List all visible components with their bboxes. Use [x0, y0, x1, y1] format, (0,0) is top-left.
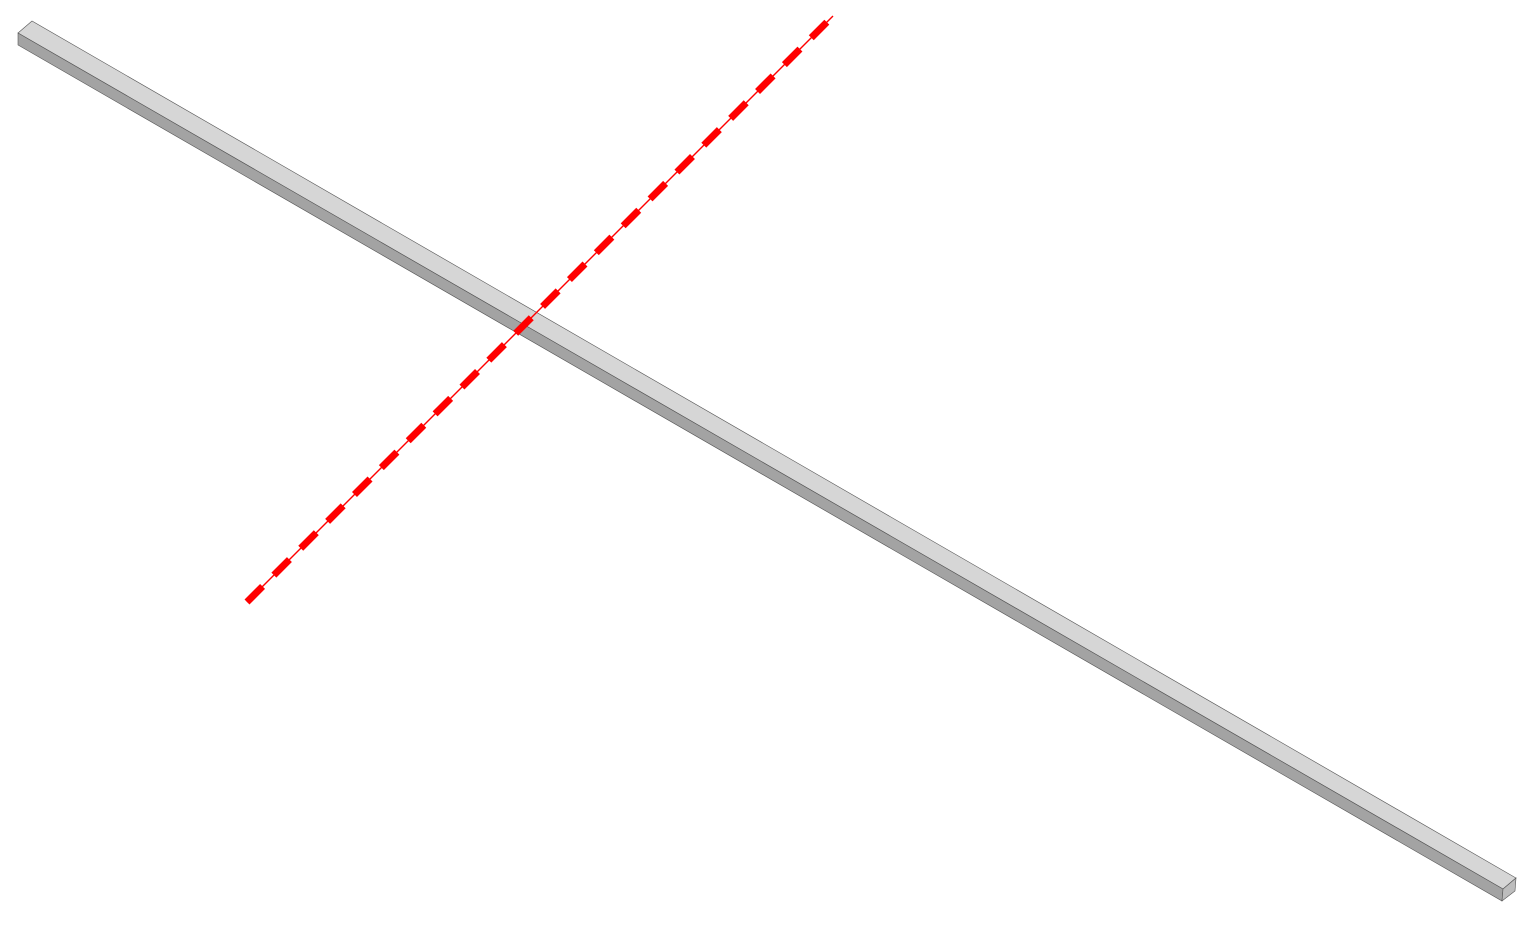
beam [17, 20, 1517, 902]
axis-line [244, 13, 836, 605]
axis-dashes [244, 13, 836, 605]
beam-end-cap [1501, 877, 1517, 902]
